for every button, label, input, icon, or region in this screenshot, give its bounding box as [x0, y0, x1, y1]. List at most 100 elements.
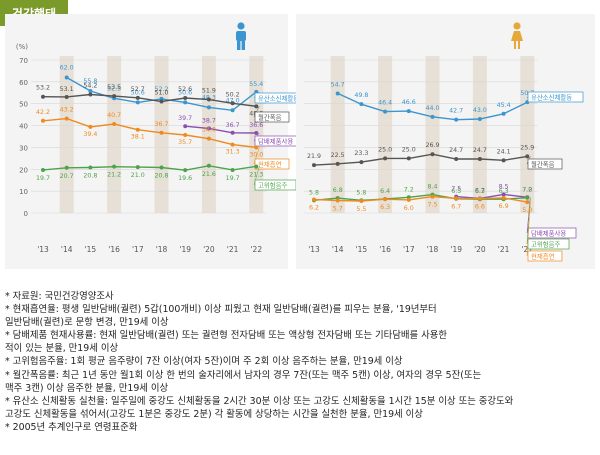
x-tick-label: '16 — [108, 245, 120, 254]
data-label: 7.5 — [427, 202, 437, 209]
data-label: 22.5 — [331, 152, 345, 159]
data-label: 25.0 — [402, 146, 416, 153]
data-label: 7.2 — [404, 186, 414, 193]
data-label: 6.4 — [380, 188, 390, 195]
data-point — [525, 195, 530, 200]
data-label: 8.5 — [499, 183, 509, 190]
data-point — [230, 167, 235, 172]
data-label: 43.2 — [60, 107, 74, 114]
data-label: 51.0 — [154, 90, 168, 97]
data-label: 31.3 — [226, 149, 240, 156]
data-label: 6.0 — [404, 205, 414, 212]
note-aerobic-cont: 고강도 신체활동을 섞어서(고강도 1분은 중강도 2분) 각 활동에 상당하는… — [5, 408, 423, 420]
note-source: * 자료원: 국민건강영양조사 — [5, 291, 114, 302]
data-label: 23.3 — [354, 150, 368, 157]
data-label: 20.7 — [60, 173, 74, 180]
data-point — [159, 130, 164, 135]
data-label: 35.7 — [178, 139, 192, 146]
data-point — [406, 197, 411, 202]
x-tick-label: '16 — [379, 245, 391, 254]
data-label: 50.7 — [520, 90, 534, 97]
data-label: 53.2 — [36, 85, 50, 92]
data-label: 19.7 — [36, 175, 50, 182]
data-point — [183, 124, 188, 129]
data-label: 6.3 — [475, 188, 485, 195]
data-point — [501, 195, 506, 200]
data-point — [525, 200, 530, 205]
data-point — [64, 75, 69, 80]
data-point — [64, 116, 69, 121]
data-label: 62.0 — [60, 64, 74, 71]
data-label: 55.8 — [83, 78, 97, 85]
legend-box — [527, 238, 570, 250]
data-point — [230, 101, 235, 106]
data-label: 26.9 — [425, 142, 439, 149]
data-label: 39.7 — [178, 115, 192, 122]
data-label: 6.7 — [451, 203, 461, 210]
column-band — [59, 56, 74, 213]
data-label: 50.2 — [226, 91, 240, 98]
data-label: 42.2 — [36, 109, 50, 116]
data-point — [430, 194, 435, 199]
data-point — [335, 161, 340, 166]
series-line-3 — [313, 193, 528, 202]
y-tick-label: 50 — [19, 101, 28, 109]
data-label: 25.9 — [520, 144, 534, 151]
data-label: 53.1 — [60, 86, 74, 93]
data-label: 21.0 — [131, 172, 145, 179]
data-point — [254, 131, 259, 136]
data-point — [477, 196, 482, 201]
data-label: 7.2 — [522, 186, 532, 193]
data-label: 38.1 — [131, 134, 145, 141]
data-point — [359, 160, 364, 165]
data-label: 40.7 — [107, 112, 121, 119]
data-label: 42.7 — [449, 108, 463, 115]
data-label: 6.8 — [333, 187, 343, 194]
data-point — [383, 109, 388, 114]
legend-label: 현재흡연 — [531, 252, 555, 261]
data-point — [206, 163, 211, 168]
data-label: 30.0 — [249, 151, 263, 158]
x-tick-label: '17 — [132, 245, 144, 254]
data-label: 45.4 — [497, 102, 511, 109]
x-tick-label: '20 — [474, 245, 486, 254]
data-label: 54.2 — [83, 83, 97, 90]
data-label: 21.3 — [249, 171, 263, 178]
data-point — [335, 91, 340, 96]
note-binge-drinking: * 월간폭음률: 최근 1년 동안 월1회 이상 한 번의 술자리에서 남자의 … — [5, 369, 482, 381]
data-label: 55.4 — [249, 81, 263, 88]
series-line-2 — [456, 193, 528, 200]
data-label: 24.1 — [497, 148, 511, 155]
data-label: 6.3 — [499, 188, 509, 195]
data-label: 6.3 — [380, 204, 390, 211]
data-label: 6.2 — [309, 204, 319, 211]
x-tick-label: '13 — [308, 245, 320, 254]
data-point — [383, 156, 388, 161]
series-line-4 — [313, 195, 528, 203]
data-label: 52.6 — [178, 86, 192, 93]
data-label: 7.0 — [522, 187, 532, 194]
data-point — [501, 111, 506, 116]
x-tick-label: '18 — [427, 245, 439, 254]
data-label: 50.6 — [178, 89, 192, 96]
data-point — [41, 167, 45, 172]
y-tick-label: 20 — [19, 166, 28, 174]
x-tick-label: '15 — [356, 245, 368, 254]
data-label: 54.7 — [331, 81, 345, 88]
data-point — [135, 165, 140, 170]
data-point — [135, 127, 140, 132]
data-point — [183, 168, 188, 173]
legend-label: 월간폭음 — [258, 113, 282, 122]
data-point — [88, 92, 93, 97]
legend-label: 고위험음주 — [531, 241, 561, 249]
x-tick-label: '15 — [85, 245, 97, 254]
data-point — [41, 118, 45, 123]
data-point — [254, 164, 259, 169]
data-label: 52.5 — [107, 85, 121, 92]
x-tick-label: '14 — [332, 245, 344, 254]
column-band — [425, 56, 440, 213]
data-point — [112, 122, 117, 127]
data-label: 21.9 — [307, 153, 321, 160]
y-tick-label: 60 — [19, 79, 28, 87]
data-label: 6.7 — [475, 187, 485, 194]
